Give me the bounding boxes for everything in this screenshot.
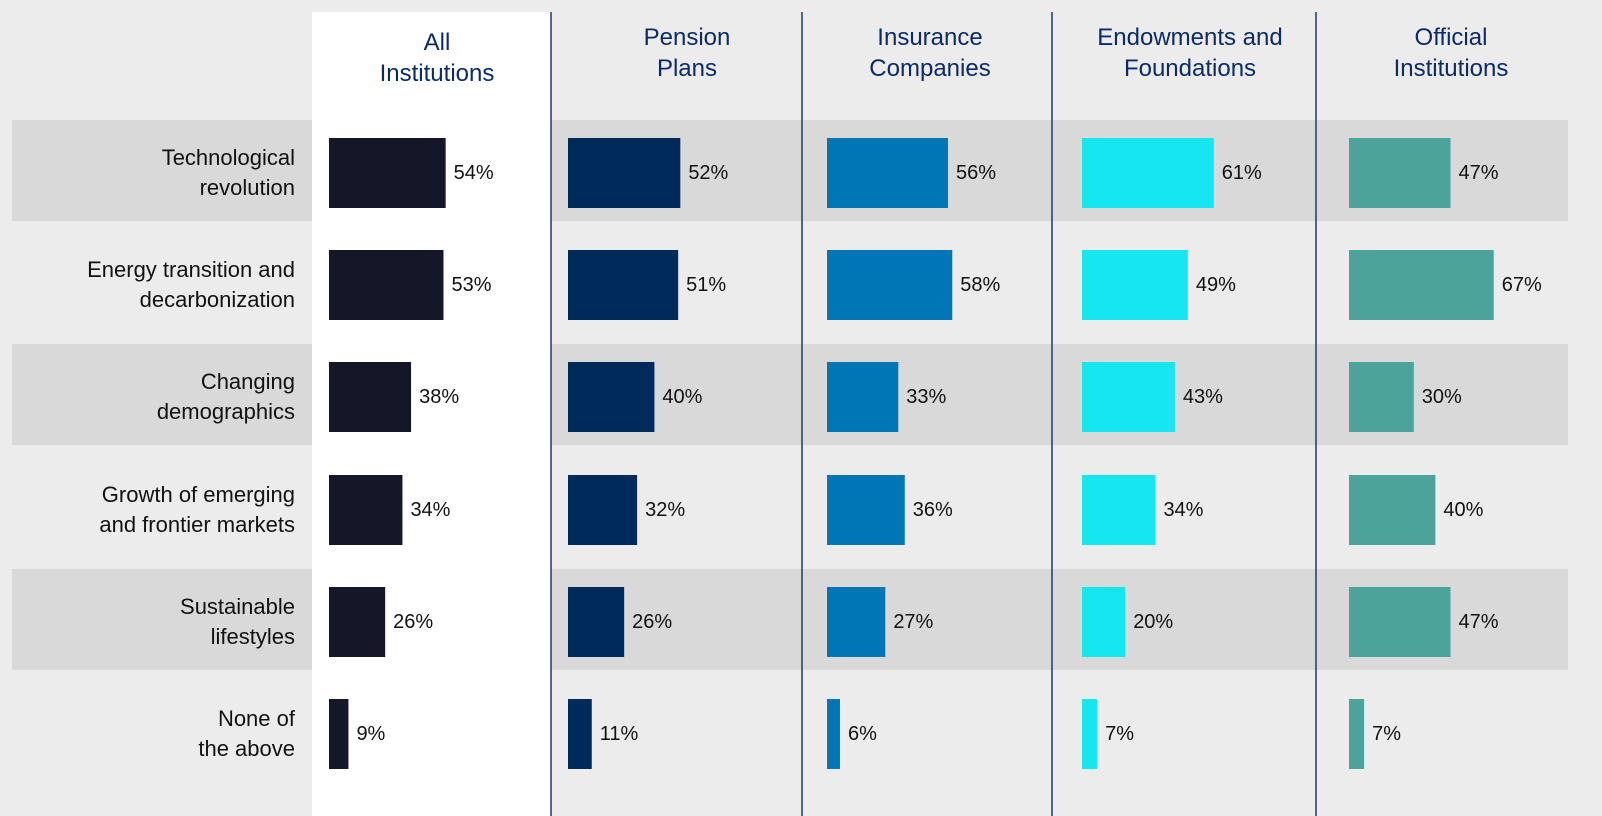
- value-label: 61%: [1221, 162, 1262, 184]
- value-label: 49%: [1195, 274, 1236, 296]
- bar: [1082, 587, 1126, 657]
- bar: [329, 250, 444, 320]
- value-label: 6%: [847, 723, 877, 745]
- bar: [1349, 138, 1451, 208]
- value-label: 43%: [1182, 386, 1223, 408]
- category-label: None of the above: [198, 706, 295, 761]
- bar: [329, 475, 403, 545]
- bar: [1349, 250, 1494, 320]
- column-header: Insurance Companies: [869, 24, 991, 82]
- bar: [568, 475, 638, 545]
- column-header: Endowments and Foundations: [1097, 24, 1283, 82]
- category-label: Technological revolution: [161, 145, 295, 200]
- category-label: Sustainable lifestyles: [180, 594, 295, 649]
- category-label: Growth of emerging and frontier markets: [99, 482, 295, 537]
- bar: [827, 587, 886, 657]
- value-label: 56%: [955, 162, 996, 184]
- value-label: 34%: [410, 499, 451, 521]
- bar: [827, 250, 953, 320]
- value-label: 38%: [419, 386, 460, 408]
- bar: [1082, 699, 1098, 769]
- bar: [1082, 138, 1214, 208]
- value-label: 7%: [1105, 723, 1135, 745]
- bar: [827, 138, 948, 208]
- value-label: 36%: [912, 499, 953, 521]
- value-label: 9%: [356, 723, 386, 745]
- bar: [568, 699, 592, 769]
- bar: [329, 362, 412, 432]
- value-label: 54%: [453, 162, 494, 184]
- bar: [1082, 250, 1188, 320]
- column-header: Pension Plans: [643, 24, 731, 82]
- value-label: 51%: [686, 274, 727, 296]
- value-label: 7%: [1372, 723, 1402, 745]
- bar: [1349, 587, 1451, 657]
- value-label: 33%: [906, 386, 947, 408]
- value-label: 26%: [632, 611, 673, 633]
- value-label: 27%: [893, 611, 934, 633]
- bar: [1349, 475, 1436, 545]
- bar: [329, 138, 446, 208]
- column-header: All Institutions: [379, 29, 495, 87]
- value-label: 40%: [1443, 499, 1484, 521]
- value-label: 40%: [662, 386, 703, 408]
- bar: [827, 699, 840, 769]
- bar: [568, 138, 681, 208]
- value-label: 67%: [1501, 274, 1542, 296]
- value-label: 26%: [393, 611, 434, 633]
- category-label: Changing demographics: [156, 369, 295, 424]
- bar: [827, 362, 899, 432]
- bar: [329, 699, 349, 769]
- category-label: Energy transition and decarbonization: [87, 257, 295, 312]
- bar: [1082, 475, 1156, 545]
- value-label: 34%: [1163, 499, 1204, 521]
- value-label: 20%: [1133, 611, 1174, 633]
- column-header: Official Institutions: [1393, 24, 1509, 82]
- value-label: 47%: [1458, 162, 1499, 184]
- row-band: [12, 120, 1568, 221]
- row-band: [12, 344, 1568, 445]
- bar: [568, 362, 655, 432]
- bar: [1082, 362, 1175, 432]
- value-label: 30%: [1421, 386, 1462, 408]
- bar: [568, 587, 625, 657]
- bar: [1349, 362, 1414, 432]
- value-label: 32%: [645, 499, 686, 521]
- value-label: 47%: [1458, 611, 1499, 633]
- bar: [329, 587, 386, 657]
- value-label: 11%: [599, 723, 639, 745]
- bar: [568, 250, 679, 320]
- bar: [1349, 699, 1365, 769]
- value-label: 58%: [960, 274, 1001, 296]
- value-label: 53%: [451, 274, 492, 296]
- bar: [827, 475, 905, 545]
- value-label: 52%: [688, 162, 729, 184]
- row-band: [12, 569, 1568, 670]
